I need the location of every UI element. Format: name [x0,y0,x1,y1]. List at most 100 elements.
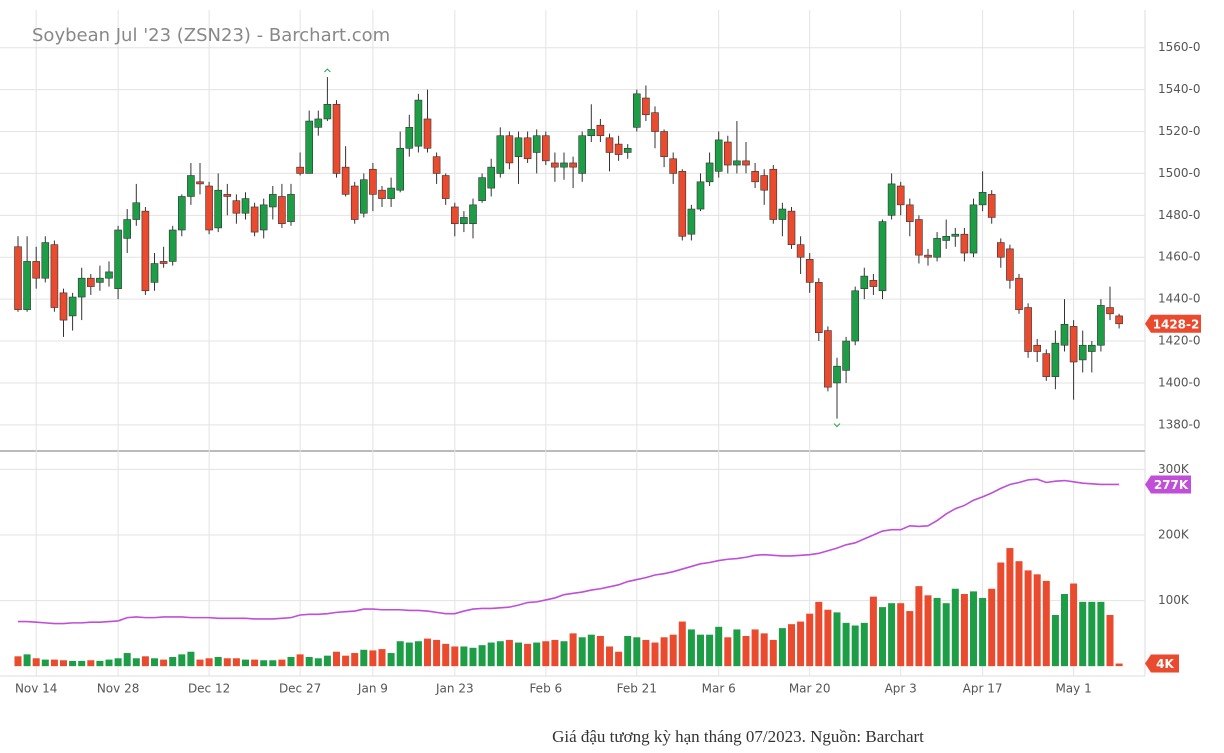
candle-body [387,187,395,199]
x-tick-label: Jan 23 [435,682,474,696]
volume-bar [141,656,149,667]
candle-body [742,160,750,166]
volume-bar [114,658,122,667]
candle-body [905,204,914,222]
candle-body [87,277,95,287]
volume-bar [715,626,723,667]
candle-body [887,183,896,216]
volume-bar [78,660,86,667]
volume-bar [1088,601,1096,667]
y-tick-label: 1480-0 [1158,208,1201,222]
volume-bar [296,654,304,667]
volume-bar [624,635,632,667]
candle-body [132,202,141,220]
candle-body [760,175,769,191]
volume-bar [687,629,695,667]
volume-bar [851,625,859,667]
volume-bar [369,650,377,667]
candle-body [824,330,832,388]
candle-body [660,131,668,157]
volume-bar [596,635,604,667]
candle-body [614,143,623,155]
y-tick-label: 1400-0 [1158,375,1201,389]
candle-body [405,127,414,149]
candle-body [96,277,104,283]
candle-body [814,282,823,333]
candle-body [187,175,195,197]
volume-bar [769,639,777,667]
volume-bar [1097,601,1105,667]
candle-body [305,120,314,174]
volume-bar [806,613,814,667]
candle-body [723,141,732,166]
volume-bar [824,609,832,667]
volume-bar [214,656,222,667]
candle-body [478,177,486,201]
candle-body [141,210,150,292]
candle-body [1078,344,1087,361]
candle-body [733,160,741,166]
oi-badge-shape [1145,475,1191,494]
y-tick-label: 1440-0 [1158,292,1201,306]
candle-body [1106,307,1114,315]
oi-badge: 277K [1154,478,1189,492]
volume-bar [132,658,140,667]
candle-body [50,244,59,308]
volume-bar [678,621,686,667]
volume-bar [333,651,340,667]
volume-bar [105,659,113,667]
candle-body [77,277,86,298]
candle-body [214,189,222,229]
y2-tick-label: 300K [1158,462,1190,476]
volume-bar [314,658,322,667]
price-badge-shape [1145,314,1201,333]
candle-body [523,137,532,160]
candle-body [769,168,778,220]
volume-bar [606,646,613,667]
candle-body [441,175,450,199]
volume-bar [323,655,331,667]
volume-bar [151,658,158,667]
candle-body [805,259,814,283]
volume-bar [487,642,495,667]
candle-body [1060,323,1069,346]
volume-bar [1051,614,1059,667]
candle-body [605,137,614,153]
volume-bar [433,639,441,667]
candle-body [587,129,596,137]
volume-bar [560,641,568,667]
candle-body [378,189,386,199]
candle-body [232,200,241,214]
candle-body [250,206,259,233]
candle-body [532,135,541,153]
x-tick-label: Nov 28 [97,682,140,696]
candle-body [569,162,577,168]
volume-bar [1006,548,1014,667]
volume-bar [378,649,386,667]
candle-body [369,168,377,195]
candle-body [278,196,286,225]
volume-bar [733,629,741,667]
volume-bar [278,659,286,667]
volume-bar [778,628,786,667]
candle-body [150,263,159,283]
chart-title: Soybean Jul '23 (ZSN23) - Barchart.com [32,25,390,46]
candle-body [933,238,941,258]
y2-tick-label: 100K [1158,593,1190,607]
candle-body [1006,248,1014,281]
candle-body [678,171,687,237]
candle-body [168,229,177,262]
volume-bar [970,591,977,667]
candle-body [696,181,705,210]
candle-body [341,166,350,195]
volume-bar [469,647,477,667]
y2-tick-label: 200K [1158,527,1190,541]
candle-body [642,97,650,116]
candle-body [987,194,996,218]
open-interest-line [18,478,1120,625]
x-tick-label: Feb 6 [529,682,562,696]
volume-bar [524,643,532,667]
volume-bar [979,597,987,667]
volume-bar [505,639,513,667]
candle-body [259,204,268,231]
